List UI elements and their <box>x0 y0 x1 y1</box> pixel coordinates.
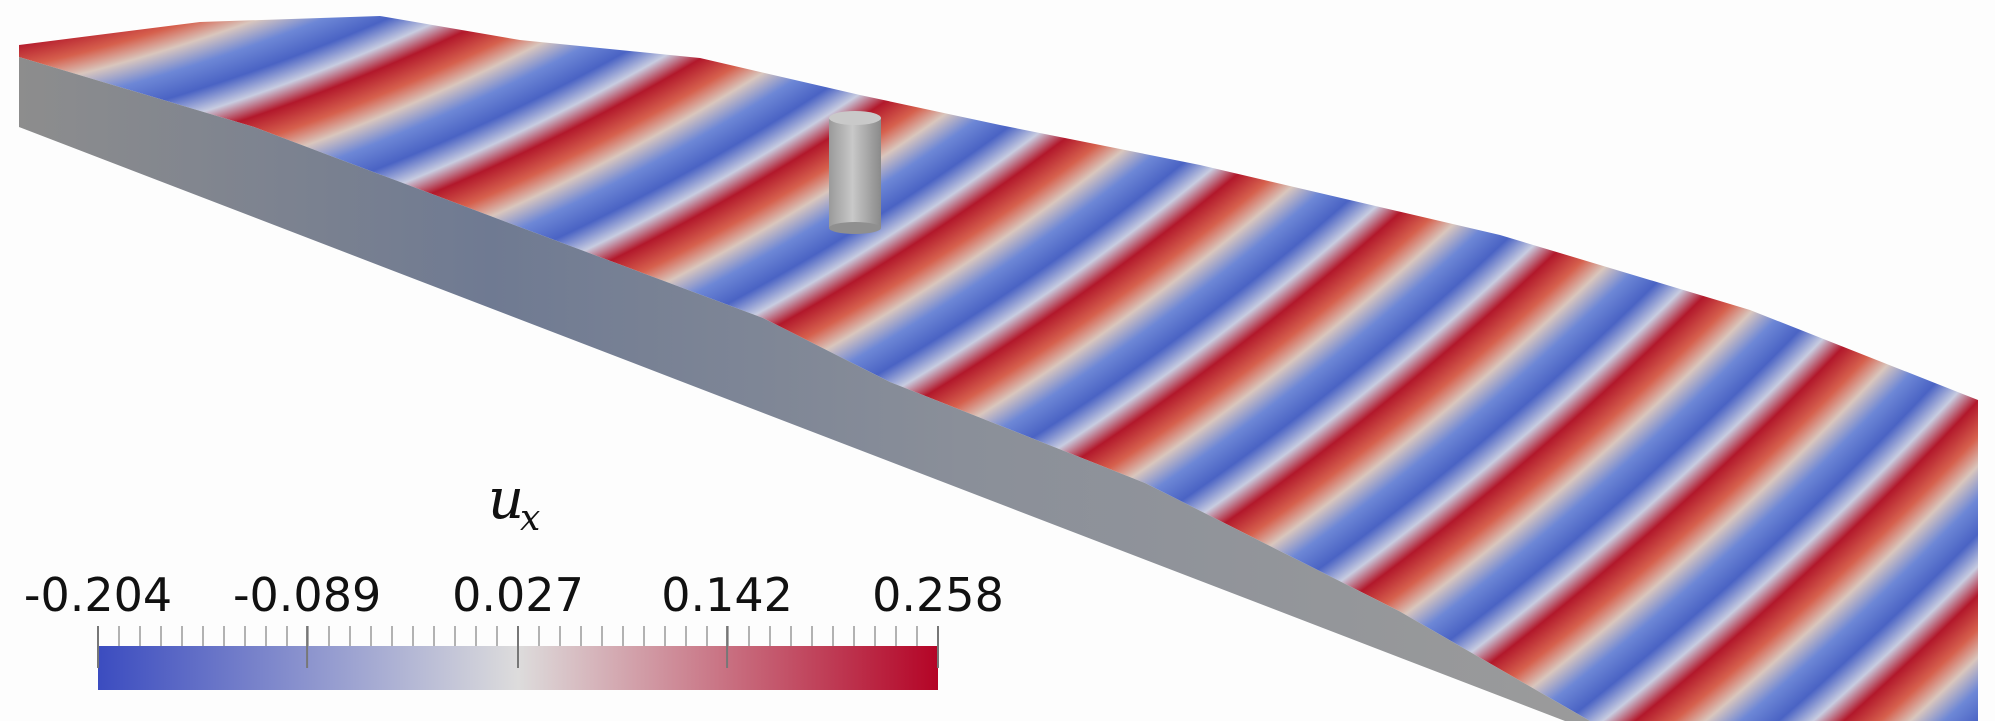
tick-label: 0.258 <box>872 568 1004 622</box>
colorbar-title-subscript: x <box>520 498 540 539</box>
tick-label: 0.027 <box>452 568 584 622</box>
visualization: u x -0.204 -0.089 0.027 0.142 0.258 <box>0 0 1995 721</box>
cylinder <box>829 111 881 234</box>
tick-label: 0.142 <box>661 568 793 622</box>
page: {"colorbar": {"title": "u", "title_subsc… <box>0 0 1995 721</box>
tick-label: -0.089 <box>233 568 381 622</box>
colorbar-title: u <box>488 467 524 532</box>
tick-label: -0.204 <box>24 568 172 622</box>
